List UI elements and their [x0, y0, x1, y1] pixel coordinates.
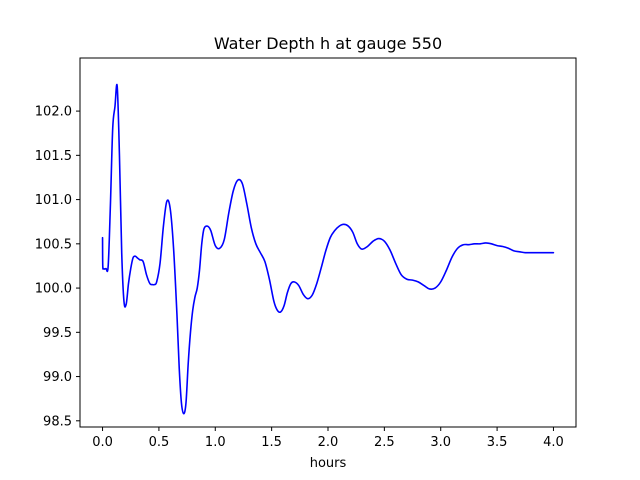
y-axis: 98.5 99.0 99.5 100.0 100.5 101.0 101.5 102.0	[35, 105, 80, 429]
x-tick-label: 1.0	[205, 435, 226, 450]
x-tick-label: 2.5	[374, 435, 395, 450]
x-tick-label: 1.5	[261, 435, 282, 450]
x-tick-label: 3.5	[487, 435, 508, 450]
x-tick-label: 3.0	[430, 435, 451, 450]
y-tick-label: 99.0	[43, 370, 72, 385]
plot-frame	[79, 57, 577, 428]
x-axis: 0.0 0.5 1.0 1.5 2.0 2.5 3.0 3.5 4.0	[92, 427, 564, 450]
y-tick-label: 100.0	[35, 282, 72, 297]
series-line-0	[101, 83, 555, 415]
x-tick-label: 0.0	[92, 435, 113, 450]
y-tick-label: 101.0	[35, 193, 72, 208]
y-tick-label: 99.5	[43, 326, 72, 341]
x-tick-label: 2.0	[318, 435, 339, 450]
x-axis-label: hours	[310, 456, 347, 471]
x-tick-label: 4.0	[543, 435, 564, 450]
y-tick-label: 98.5	[43, 414, 72, 429]
y-tick-label: 100.5	[35, 237, 72, 252]
y-tick-label: 102.0	[35, 105, 72, 120]
y-tick-label: 101.5	[35, 149, 72, 164]
chart-title: Water Depth h at gauge 550	[214, 34, 442, 53]
x-tick-label: 0.5	[149, 435, 170, 450]
series-layer	[101, 83, 555, 415]
